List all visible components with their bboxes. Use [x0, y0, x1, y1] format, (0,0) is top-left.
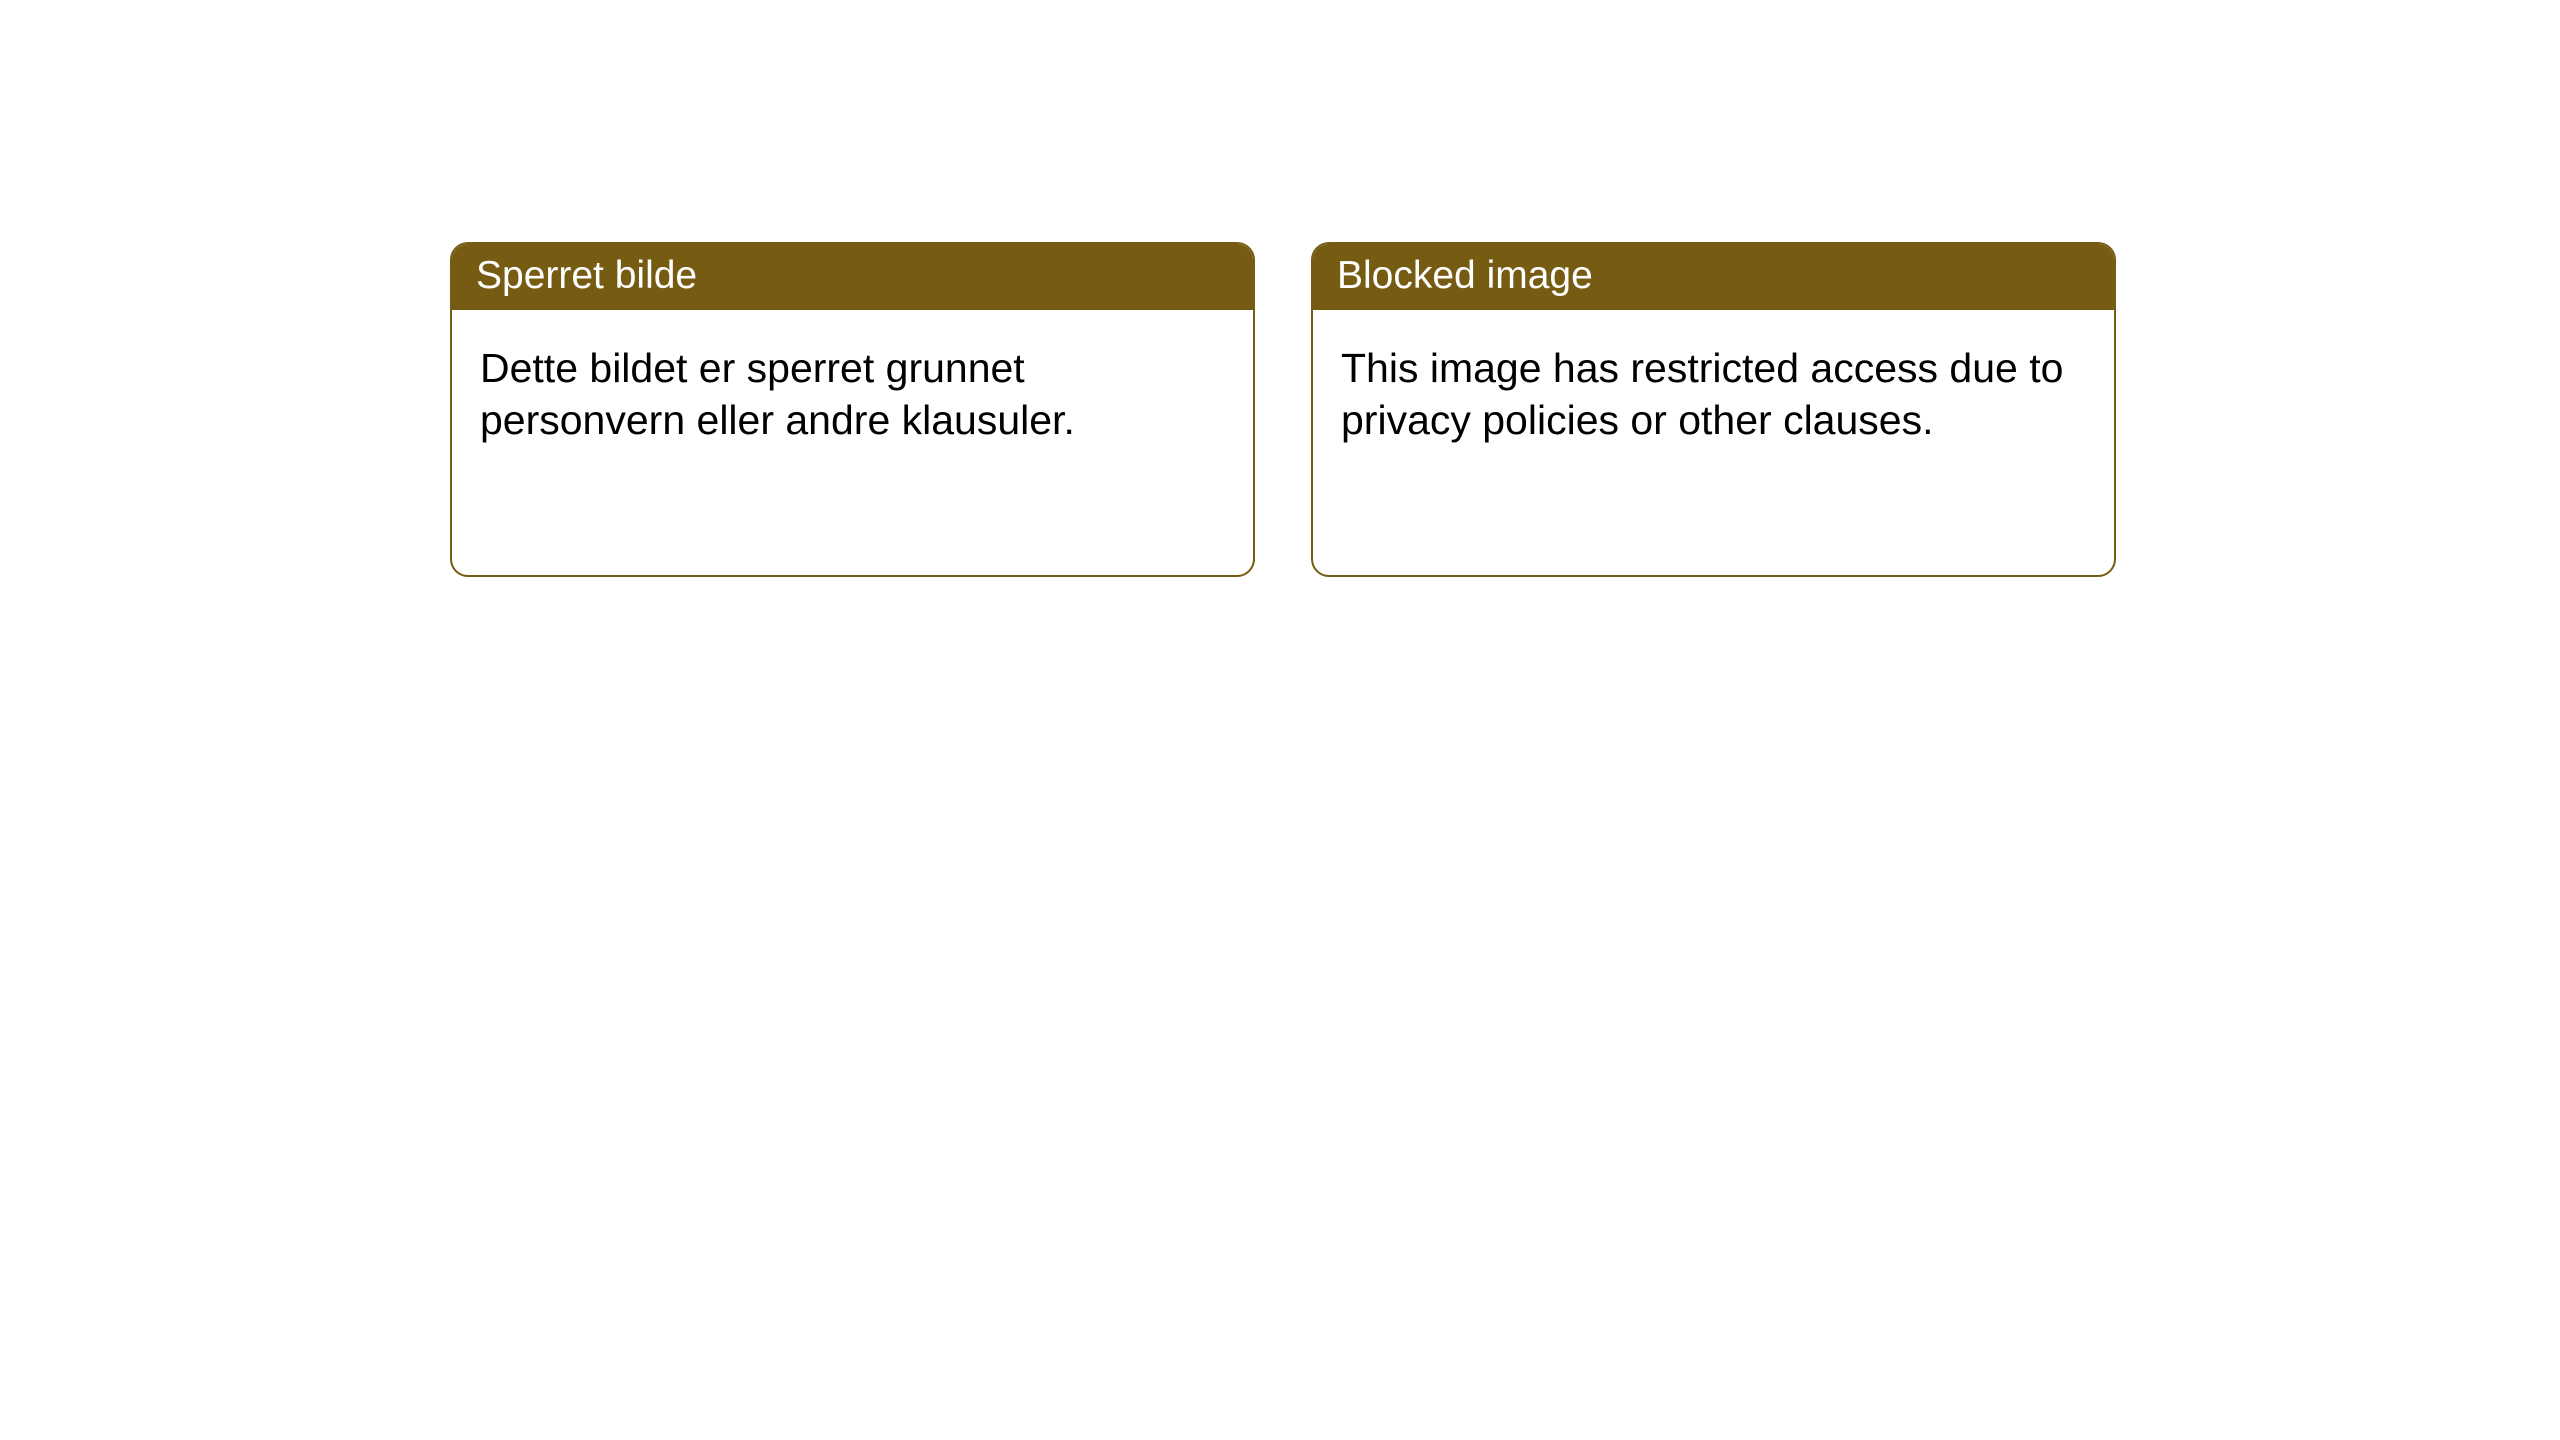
notice-title: Blocked image [1313, 244, 2114, 310]
notice-container: Sperret bilde Dette bildet er sperret gr… [0, 0, 2560, 577]
notice-card-norwegian: Sperret bilde Dette bildet er sperret gr… [450, 242, 1255, 577]
notice-body: This image has restricted access due to … [1313, 310, 2114, 479]
notice-body: Dette bildet er sperret grunnet personve… [452, 310, 1253, 479]
notice-title: Sperret bilde [452, 244, 1253, 310]
notice-card-english: Blocked image This image has restricted … [1311, 242, 2116, 577]
